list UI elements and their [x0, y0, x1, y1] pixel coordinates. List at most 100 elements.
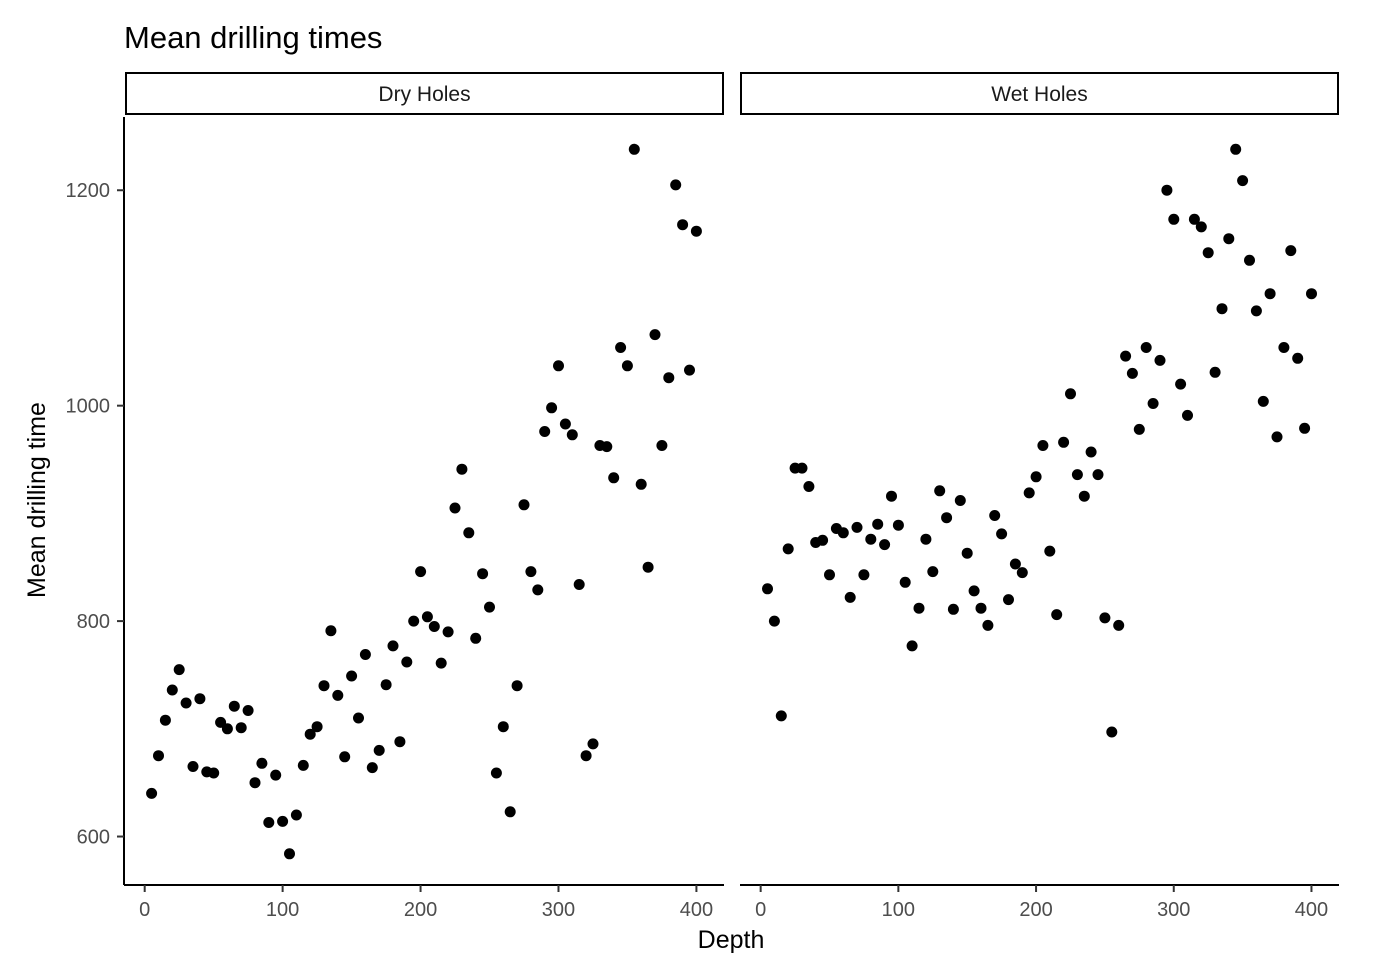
data-point: [975, 602, 987, 614]
strip-wet-holes: [740, 72, 1339, 115]
data-point: [401, 656, 413, 668]
data-point: [146, 787, 158, 799]
data-point: [1140, 342, 1152, 353]
data-point: [304, 728, 316, 740]
data-point: [173, 664, 185, 676]
data-point: [421, 611, 433, 623]
data-point: [670, 179, 682, 191]
x-tick-label: 400: [680, 899, 713, 921]
data-point: [290, 809, 302, 821]
data-point: [608, 472, 620, 484]
data-point: [242, 705, 254, 716]
data-point: [187, 761, 199, 772]
data-point: [1113, 619, 1125, 631]
data-point: [1182, 409, 1193, 421]
data-point: [263, 817, 275, 828]
data-point: [1230, 143, 1242, 155]
data-point: [311, 721, 323, 733]
data-point: [1168, 213, 1180, 225]
data-point: [332, 689, 344, 701]
data-point: [961, 547, 973, 559]
data-point: [775, 710, 787, 722]
data-point: [656, 440, 668, 451]
data-point: [580, 750, 592, 762]
data-point: [511, 680, 523, 692]
data-point: [1202, 247, 1214, 259]
data-point: [762, 583, 773, 595]
y-ticks: 600 800 1000 1200: [66, 180, 124, 849]
data-point: [920, 533, 932, 545]
data-point: [470, 632, 482, 644]
data-point: [463, 527, 475, 539]
data-point: [677, 219, 689, 231]
data-point: [1237, 175, 1249, 187]
data-point: [456, 463, 468, 475]
data-point: [1016, 567, 1028, 579]
data-point: [180, 697, 192, 709]
data-point: [153, 750, 164, 762]
data-point: [1044, 545, 1056, 557]
data-point: [690, 225, 702, 237]
data-point: [297, 759, 309, 771]
data-point: [1092, 469, 1104, 481]
data-point: [166, 684, 178, 696]
data-point: [913, 602, 925, 614]
x-tick-label: 100: [266, 899, 299, 921]
data-point: [1099, 612, 1111, 624]
data-point: [768, 615, 780, 627]
data-point: [442, 626, 454, 638]
data-point: [1051, 609, 1063, 621]
data-point: [408, 615, 420, 627]
y-tick-label: 1000: [66, 396, 111, 418]
data-point: [1003, 594, 1014, 606]
data-point: [284, 848, 295, 860]
data-point: [353, 712, 364, 724]
panel-dry-holes: Dry Holes 0 100 200 300 400: [123, 72, 724, 921]
data-point: [817, 534, 829, 546]
points-wet-holes: [762, 143, 1317, 738]
x-tick-label: 200: [1019, 899, 1052, 921]
data-point: [615, 342, 627, 353]
data-point: [1147, 398, 1159, 409]
data-point: [449, 502, 461, 514]
data-point: [428, 621, 440, 632]
data-point: [1106, 726, 1118, 738]
data-point: [865, 533, 877, 545]
data-point: [394, 736, 406, 748]
strip-dry-holes: [125, 72, 724, 115]
data-point: [539, 426, 551, 437]
data-point: [235, 722, 247, 734]
data-point: [1133, 423, 1145, 435]
data-point: [318, 680, 330, 692]
data-point: [851, 521, 863, 533]
x-tick-label: 300: [1157, 899, 1190, 921]
panel-wet-holes: Wet Holes 0 100 200 300 400: [740, 72, 1339, 921]
data-point: [879, 539, 891, 551]
data-point: [906, 640, 918, 652]
data-point: [359, 649, 371, 660]
data-point: [1120, 350, 1132, 362]
data-point: [1299, 422, 1311, 434]
data-point: [1264, 288, 1276, 300]
data-point: [228, 700, 240, 712]
data-point: [1154, 354, 1166, 366]
data-point: [346, 670, 358, 682]
data-point: [484, 601, 495, 613]
x-tick-label: 0: [139, 899, 150, 921]
data-point: [886, 490, 897, 502]
data-point: [663, 372, 675, 384]
data-point: [277, 815, 289, 827]
x-ticks-wet-holes: 0 100 200 300 400: [755, 885, 1328, 921]
data-point: [435, 657, 447, 669]
data-point: [1175, 378, 1187, 390]
data-point: [566, 429, 578, 441]
data-point: [684, 364, 695, 376]
data-point: [628, 143, 640, 155]
data-point: [649, 329, 661, 341]
data-point: [208, 767, 220, 779]
data-point: [927, 566, 939, 578]
data-point: [941, 512, 953, 524]
x-tick-label: 100: [882, 899, 915, 921]
x-tick-label: 0: [755, 899, 766, 921]
